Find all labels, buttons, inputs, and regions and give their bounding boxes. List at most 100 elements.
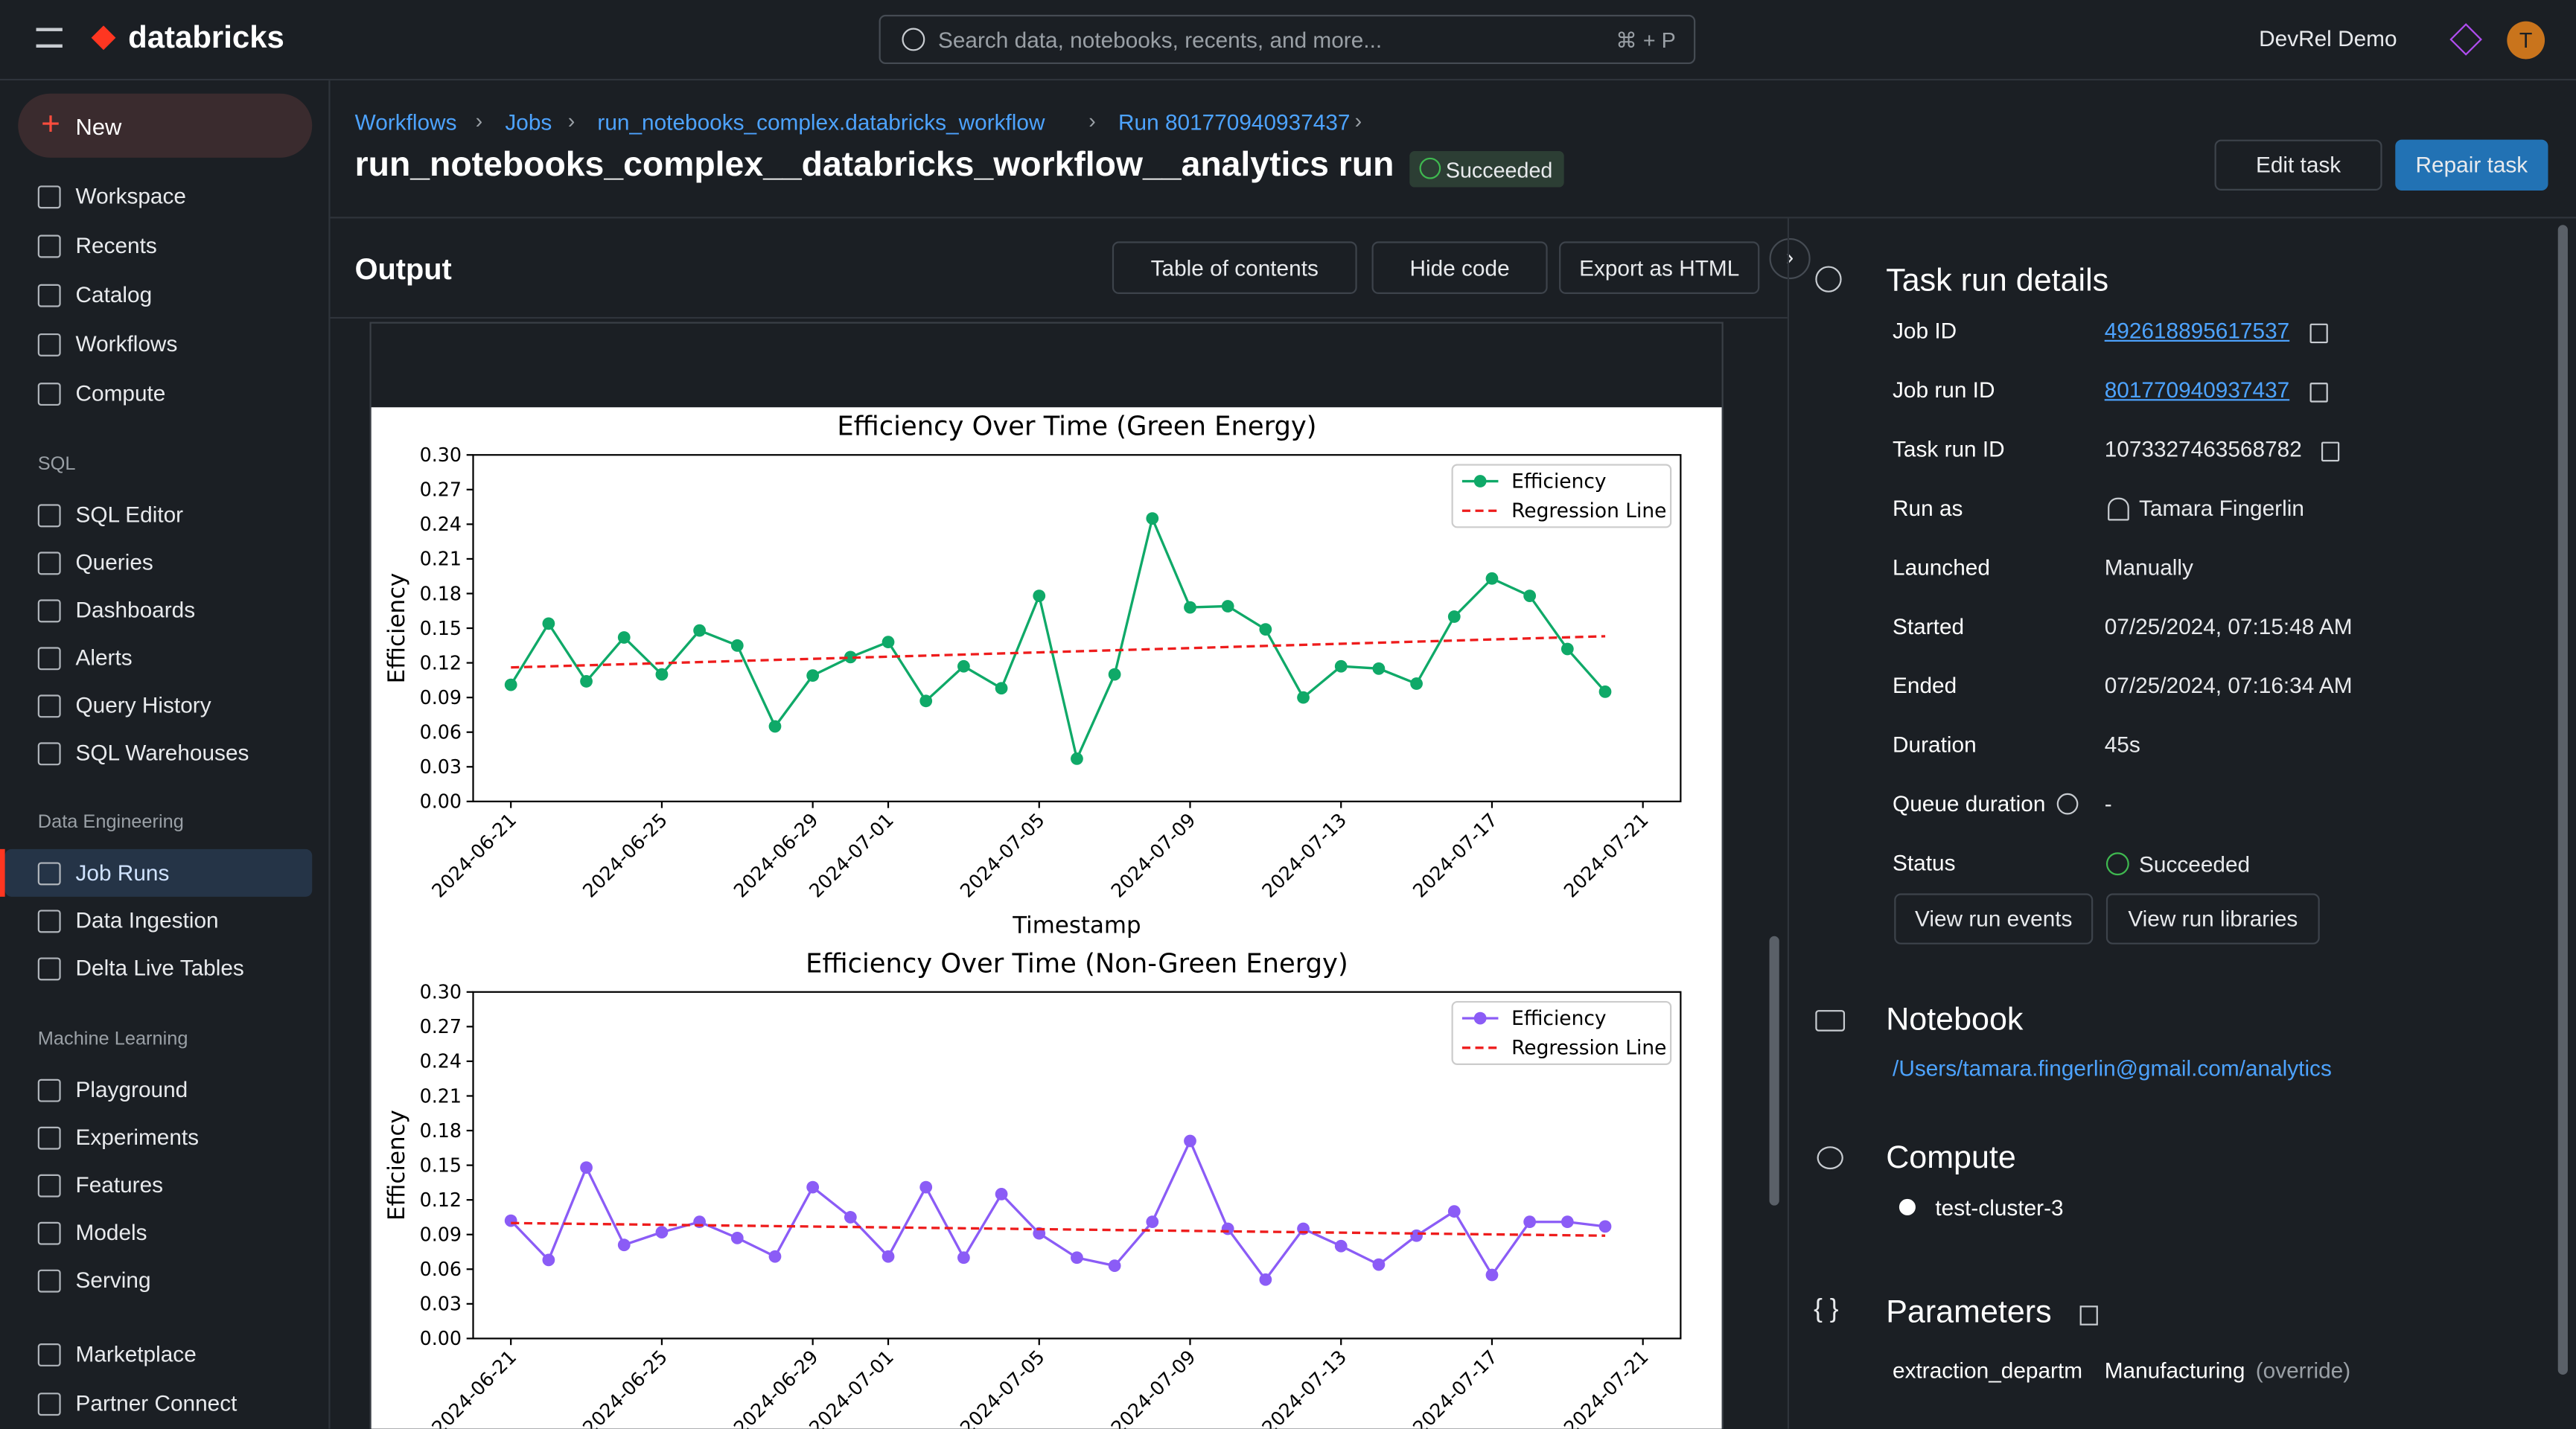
data-point bbox=[731, 639, 744, 652]
output-button[interactable]: Table of contents bbox=[1112, 241, 1357, 294]
data-point bbox=[957, 1251, 970, 1264]
data-point bbox=[1071, 752, 1083, 765]
y-tick-label: 0.15 bbox=[420, 1154, 462, 1176]
nav-icon bbox=[38, 1222, 61, 1245]
nav-item[interactable]: SQL Warehouses bbox=[76, 741, 249, 765]
data-point bbox=[806, 669, 819, 682]
copy-icon[interactable] bbox=[2310, 324, 2328, 343]
notebook-link[interactable]: /Users/tamara.fingerlin@gmail.com/analyt… bbox=[1893, 1056, 2332, 1081]
workspace-switcher[interactable]: DevRel Demo bbox=[2259, 26, 2397, 51]
detail-label: Job ID bbox=[1893, 319, 1957, 343]
repair-task-button[interactable]: Repair task bbox=[2395, 140, 2548, 191]
y-tick-label: 0.18 bbox=[420, 1119, 462, 1142]
data-point bbox=[1259, 623, 1272, 636]
details-button[interactable]: View run libraries bbox=[2106, 893, 2320, 944]
data-point bbox=[995, 682, 1008, 694]
series-line bbox=[511, 1141, 1605, 1279]
page-title: run_notebooks_complex__databricks_workfl… bbox=[355, 146, 1394, 185]
search-icon bbox=[902, 28, 925, 51]
nav-item[interactable]: Playground bbox=[76, 1078, 188, 1102]
detail-value: 1073327463568782 bbox=[2105, 437, 2302, 461]
nav-icon bbox=[38, 333, 61, 357]
data-point bbox=[1146, 512, 1158, 525]
nav-item[interactable]: Workflows bbox=[76, 332, 178, 357]
search-placeholder: Search data, notebooks, recents, and mor… bbox=[938, 28, 1382, 53]
chevron: › bbox=[476, 109, 483, 133]
nav-item[interactable]: Features bbox=[76, 1173, 164, 1198]
copy-icon[interactable] bbox=[2321, 442, 2339, 461]
detail-label: Started bbox=[1893, 614, 1964, 639]
data-point bbox=[882, 636, 895, 648]
nav-item[interactable]: Delta Live Tables bbox=[76, 956, 244, 980]
search-box[interactable]: Search data, notebooks, recents, and mor… bbox=[879, 15, 1696, 64]
y-tick-label: 0.03 bbox=[420, 1293, 462, 1315]
nav-item[interactable]: Recents bbox=[76, 233, 157, 258]
legend-label: Efficiency bbox=[1511, 1007, 1607, 1030]
nav-item[interactable]: Alerts bbox=[76, 645, 133, 670]
breadcrumb[interactable]: Run 801770940937437 bbox=[1118, 110, 1350, 135]
y-tick-label: 0.24 bbox=[420, 1050, 462, 1072]
breadcrumb[interactable]: Jobs bbox=[505, 110, 552, 135]
y-tick-label: 0.27 bbox=[420, 479, 462, 501]
output-button[interactable]: Export as HTML bbox=[1559, 241, 1759, 294]
menu-button[interactable] bbox=[36, 28, 63, 48]
y-tick-label: 0.15 bbox=[420, 617, 462, 639]
x-tick-label: 2024-07-09 bbox=[1106, 808, 1199, 901]
nav-icon bbox=[38, 383, 61, 406]
compute-icon bbox=[1817, 1146, 1843, 1169]
nav-item[interactable]: SQL Editor bbox=[76, 502, 184, 527]
nav-icon bbox=[38, 284, 61, 307]
data-point bbox=[1448, 1205, 1461, 1218]
detail-label: Duration bbox=[1893, 732, 1977, 757]
nav-icon bbox=[38, 862, 61, 885]
charts: Efficiency Over Time (Green Energy)0.000… bbox=[372, 407, 1722, 1429]
detail-value[interactable]: 492618895617537 bbox=[2105, 319, 2290, 343]
output-button[interactable]: Hide code bbox=[1372, 241, 1548, 294]
nav-icon bbox=[38, 1343, 61, 1366]
details-button[interactable]: View run events bbox=[1894, 893, 2093, 944]
nav-item[interactable]: Catalog bbox=[76, 283, 153, 307]
nav-icon bbox=[38, 957, 61, 980]
nav-item[interactable]: Compute bbox=[76, 381, 166, 406]
y-tick-label: 0.09 bbox=[420, 1224, 462, 1246]
nav-item[interactable]: Query History bbox=[76, 693, 211, 717]
avatar[interactable]: T bbox=[2507, 22, 2545, 60]
x-tick-label: 2024-06-25 bbox=[578, 1346, 672, 1429]
edit-task-button[interactable]: Edit task bbox=[2215, 140, 2382, 191]
collapse-button[interactable]: › bbox=[1770, 238, 1811, 279]
copy-icon[interactable] bbox=[2080, 1305, 2098, 1325]
nav-item[interactable]: Marketplace bbox=[76, 1342, 197, 1366]
search-shortcut: ⌘ + P bbox=[1616, 28, 1676, 54]
new-button[interactable]: +New bbox=[18, 94, 312, 158]
nav-item[interactable]: Queries bbox=[76, 550, 153, 575]
data-point bbox=[1109, 668, 1121, 681]
nav-item[interactable]: Partner Connect bbox=[76, 1391, 237, 1416]
nav-item[interactable]: Experiments bbox=[76, 1125, 200, 1150]
nav-item[interactable]: Job Runs bbox=[76, 860, 170, 885]
data-point bbox=[844, 1211, 857, 1224]
param-note: (override) bbox=[2256, 1358, 2350, 1383]
data-point bbox=[1561, 643, 1574, 656]
output-title: Output bbox=[355, 253, 452, 287]
breadcrumb[interactable]: run_notebooks_complex.databricks_workflo… bbox=[597, 110, 1045, 135]
detail-value[interactable]: 801770940937437 bbox=[2105, 378, 2290, 403]
data-point bbox=[1599, 1220, 1612, 1233]
x-tick-label: 2024-07-21 bbox=[1559, 1346, 1652, 1429]
copy-icon[interactable] bbox=[2310, 383, 2328, 402]
data-point bbox=[1373, 662, 1386, 675]
nav-item[interactable]: Workspace bbox=[76, 184, 186, 208]
nav-item[interactable]: Data Ingestion bbox=[76, 908, 219, 933]
breadcrumb[interactable]: Workflows bbox=[355, 110, 457, 135]
nav-item[interactable]: Dashboards bbox=[76, 598, 196, 622]
new-label: New bbox=[76, 113, 122, 139]
legend-label: Regression Line bbox=[1511, 1037, 1666, 1060]
section-title: Machine Learning bbox=[38, 1030, 188, 1049]
legend-marker bbox=[1474, 1012, 1487, 1025]
nav-item[interactable]: Models bbox=[76, 1221, 147, 1245]
data-point bbox=[919, 694, 932, 707]
detail-value: Succeeded bbox=[2139, 852, 2250, 877]
nav-item[interactable]: Serving bbox=[76, 1268, 151, 1293]
detail-label: Run as bbox=[1893, 496, 1963, 520]
status-badge: Succeeded bbox=[1409, 151, 1563, 188]
